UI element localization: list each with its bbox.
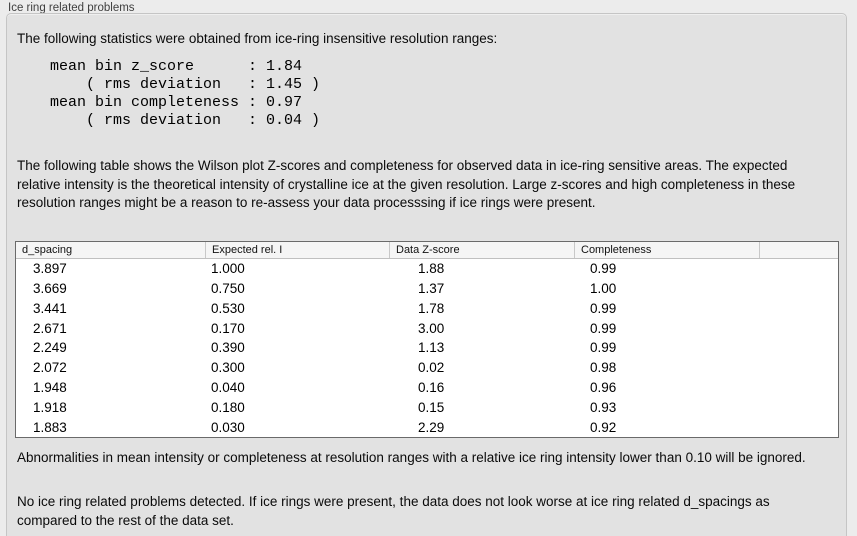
column-header-Expected rel. I[interactable]: Expected rel. I [205,242,389,258]
stats-block: mean bin z_score : 1.84 ( rms deviation … [50,58,321,129]
table-row[interactable]: 1.883 0.030 2.29 0.92 [16,417,838,437]
table-row[interactable]: 2.671 0.170 3.00 0.99 [16,318,838,338]
table-cell: 1.00 [590,281,617,297]
table-cell: 1.883 [33,419,67,435]
table-cell: 3.669 [33,281,67,297]
table-cell: 2.072 [33,360,67,376]
table-row[interactable]: 1.948 0.040 0.16 0.96 [16,378,838,398]
table-cell: 1.13 [418,340,445,356]
table-cell: 2.29 [418,419,445,435]
table-row[interactable]: 3.441 0.530 1.78 0.99 [16,299,838,319]
conclusion-note: No ice ring related problems detected. I… [17,494,770,528]
table-header-row: d_spacing Expected rel. I Data Z-score Comp… [16,242,838,259]
column-header-Data Z-score[interactable]: Data Z-score [389,242,574,258]
table-row[interactable]: 3.669 0.750 1.37 1.00 [16,279,838,299]
table-cell: 0.030 [211,419,245,435]
ignore-note: Abnormalities in mean intensity or compl… [17,450,806,465]
table-cell: 0.170 [211,320,245,336]
table-row[interactable]: 2.249 0.390 1.13 0.99 [16,338,838,358]
table-cell: 0.99 [590,300,617,316]
ice-ring-table[interactable]: d_spacing Expected rel. I Data Z-score Comp… [15,241,839,438]
table-cell: 1.948 [33,379,67,395]
table-cell: 0.040 [211,379,245,395]
table-cell: 0.92 [590,419,617,435]
table-row[interactable]: 2.072 0.300 0.02 0.98 [16,358,838,378]
table-cell: 0.530 [211,300,245,316]
table-cell: 3.897 [33,261,67,277]
table-cell: 3.00 [418,320,445,336]
table-cell: 0.750 [211,281,245,297]
table-cell: 0.16 [418,379,445,395]
table-description: The following table shows the Wilson plo… [17,158,796,210]
table-cell: 0.96 [590,379,617,395]
table-cell: 1.918 [33,399,67,415]
column-header-d_spacing[interactable]: d_spacing [22,244,73,256]
table-row[interactable]: 1.918 0.180 0.15 0.93 [16,397,838,417]
table-row[interactable]: 3.897 1.000 1.88 0.99 [16,259,838,279]
table-cell: 1.000 [211,261,245,277]
ice-ring-groupbox: The following statistics were obtained f… [6,13,847,536]
column-header-spacer[interactable] [759,242,838,258]
table-cell: 2.249 [33,340,67,356]
intro-text: The following statistics were obtained f… [17,31,498,46]
table-cell: 3.441 [33,300,67,316]
table-cell: 0.02 [418,360,445,376]
table-cell: 0.99 [590,320,617,336]
table-cell: 1.88 [418,261,445,277]
table-cell: 0.98 [590,360,617,376]
table-cell: 1.37 [418,281,445,297]
table-body: 3.897 1.000 1.88 0.99 3.669 0.750 1.37 1.00 3.44… [16,259,838,437]
table-cell: 2.671 [33,320,67,336]
table-cell: 0.300 [211,360,245,376]
column-header-Completeness[interactable]: Completeness [574,242,759,258]
table-cell: 0.180 [211,399,245,415]
table-cell: 0.99 [590,261,617,277]
table-cell: 0.390 [211,340,245,356]
table-cell: 0.93 [590,399,617,415]
table-cell: 1.78 [418,300,445,316]
table-cell: 0.15 [418,399,445,415]
table-cell: 0.99 [590,340,617,356]
section-title: Ice ring related problems [8,2,135,14]
